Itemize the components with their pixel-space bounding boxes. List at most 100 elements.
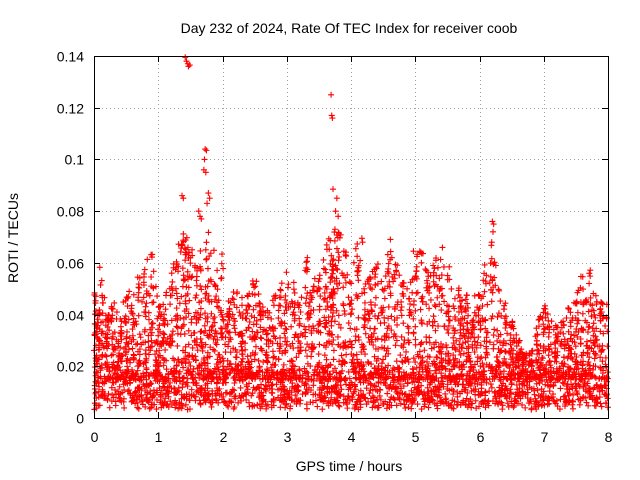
data-point bbox=[303, 259, 310, 266]
data-point bbox=[296, 367, 303, 374]
data-point bbox=[306, 384, 313, 391]
data-point bbox=[447, 373, 454, 380]
data-point bbox=[361, 316, 368, 323]
data-point bbox=[567, 309, 574, 316]
data-point bbox=[162, 306, 169, 313]
data-point bbox=[182, 349, 189, 356]
data-point bbox=[482, 325, 489, 332]
data-point bbox=[330, 309, 337, 316]
data-point bbox=[437, 256, 444, 263]
y-tick-label: 0.1 bbox=[65, 152, 85, 168]
data-point bbox=[416, 390, 423, 397]
data-point bbox=[554, 348, 561, 355]
data-point bbox=[374, 396, 381, 403]
data-point bbox=[551, 340, 558, 347]
data-point bbox=[172, 376, 179, 383]
data-point bbox=[244, 293, 251, 300]
data-point bbox=[269, 340, 276, 347]
data-point bbox=[302, 284, 309, 291]
data-point bbox=[230, 405, 237, 412]
data-point bbox=[184, 353, 191, 360]
data-point bbox=[528, 405, 535, 412]
data-point bbox=[276, 294, 283, 301]
data-point bbox=[404, 285, 411, 292]
data-point bbox=[187, 254, 194, 261]
data-point bbox=[428, 345, 435, 352]
data-point bbox=[175, 405, 182, 412]
data-point bbox=[561, 336, 568, 343]
data-point bbox=[302, 347, 309, 354]
data-point bbox=[245, 358, 252, 365]
data-point bbox=[253, 385, 260, 392]
data-point bbox=[155, 332, 162, 339]
data-point bbox=[258, 335, 265, 342]
data-point bbox=[125, 316, 132, 323]
data-point bbox=[335, 213, 342, 220]
data-point bbox=[193, 282, 200, 289]
data-point bbox=[432, 339, 439, 346]
data-point bbox=[204, 200, 211, 207]
data-point bbox=[278, 376, 285, 383]
data-point bbox=[103, 378, 110, 385]
data-point bbox=[96, 383, 103, 390]
data-point bbox=[456, 294, 463, 301]
data-point bbox=[429, 396, 436, 403]
data-point bbox=[254, 384, 261, 391]
data-point bbox=[281, 369, 288, 376]
data-point bbox=[494, 313, 501, 320]
x-tick-label: 3 bbox=[284, 429, 292, 445]
data-point bbox=[340, 284, 347, 291]
y-axis-label: ROTI / TECUs bbox=[5, 193, 21, 283]
data-point bbox=[335, 229, 342, 236]
data-point bbox=[457, 351, 464, 358]
data-point bbox=[197, 400, 204, 407]
data-point bbox=[439, 244, 446, 251]
data-point bbox=[498, 382, 505, 389]
data-point bbox=[296, 320, 303, 327]
data-point bbox=[573, 298, 580, 305]
data-point bbox=[393, 358, 400, 365]
data-point bbox=[492, 373, 499, 380]
data-point bbox=[488, 255, 495, 262]
data-point bbox=[111, 299, 118, 306]
data-point bbox=[582, 388, 589, 395]
data-point bbox=[231, 325, 238, 332]
data-point bbox=[409, 397, 416, 404]
data-point bbox=[533, 406, 540, 413]
data-point bbox=[448, 386, 455, 393]
data-point bbox=[463, 330, 470, 337]
data-point bbox=[142, 303, 149, 310]
data-point bbox=[148, 254, 155, 261]
data-point bbox=[218, 329, 225, 336]
data-point bbox=[136, 384, 143, 391]
data-point bbox=[540, 321, 547, 328]
data-point bbox=[417, 249, 424, 256]
data-point bbox=[572, 343, 579, 350]
x-tick-label: 5 bbox=[412, 429, 420, 445]
data-point bbox=[465, 349, 472, 356]
data-point bbox=[288, 396, 295, 403]
data-point bbox=[120, 381, 127, 388]
data-point bbox=[331, 290, 338, 297]
data-point bbox=[217, 376, 224, 383]
data-point bbox=[161, 321, 168, 328]
data-point bbox=[331, 237, 338, 244]
data-point bbox=[180, 195, 187, 202]
data-point bbox=[407, 309, 414, 316]
data-point bbox=[438, 362, 445, 369]
data-point bbox=[414, 351, 421, 358]
data-point bbox=[414, 376, 421, 383]
data-point bbox=[392, 385, 399, 392]
data-point bbox=[224, 321, 231, 328]
data-point bbox=[430, 278, 437, 285]
data-point bbox=[413, 273, 420, 280]
x-tick-label: 4 bbox=[348, 429, 356, 445]
data-point bbox=[309, 340, 316, 347]
data-point bbox=[167, 342, 174, 349]
data-point bbox=[440, 383, 447, 390]
data-point bbox=[321, 314, 328, 321]
data-point bbox=[290, 345, 297, 352]
data-point bbox=[193, 319, 200, 326]
data-point bbox=[519, 401, 526, 408]
data-point bbox=[135, 348, 142, 355]
